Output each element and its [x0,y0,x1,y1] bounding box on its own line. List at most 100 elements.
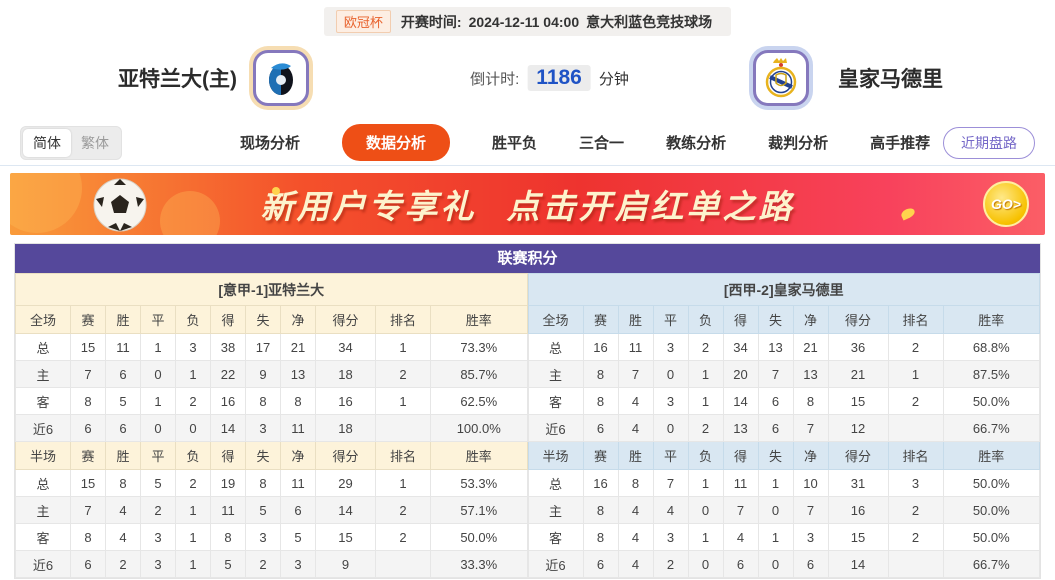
column-header: 负 [687,305,724,334]
nav-tab[interactable]: 三合一 [579,135,625,152]
stat-cell: 3 [140,523,176,551]
nav-tab[interactable]: 高手推荐 [870,135,931,152]
nav-tab[interactable]: 现场分析 [240,135,301,152]
countdown-value: 1186 [527,65,591,91]
column-header: 得分 [315,441,376,470]
column-header: 胜率 [430,441,528,470]
column-header: 得分 [827,305,889,334]
lang-toggle: 简体 繁体 [20,125,122,160]
column-header: 排名 [887,441,944,470]
stat-cell: 2 [887,333,944,361]
home-team-logo [253,50,309,106]
stat-cell: 8 [582,360,619,388]
stat-cell: 8 [792,387,829,415]
stat-cell: 4 [652,496,689,524]
kickoff-label: 开赛时间: [400,13,462,30]
stat-cell: 6 [280,496,316,524]
column-header: 平 [140,441,176,470]
column-header: 胜 [617,305,654,334]
stat-cell: 8 [280,387,316,415]
table-row: 客 8 4 3 1 8 3 5 15 2 50.0% [15,523,528,551]
lang-option[interactable]: 繁体 [81,134,109,151]
stat-cell [375,550,431,578]
lang-option[interactable]: 简体 [23,128,71,157]
go-button[interactable]: GO> [983,181,1029,227]
column-header: 胜 [617,441,654,470]
row-label: 近6 [527,414,584,442]
stat-cell: 0 [757,550,794,578]
stat-cell: 1 [140,387,176,415]
stat-cell: 9 [245,360,281,388]
stat-cell: 22 [210,360,246,388]
column-header: 赛 [582,441,619,470]
scope-label: 半场 [527,441,584,470]
stat-cell: 73.3% [430,333,528,361]
stat-cell: 7 [70,496,106,524]
row-label: 客 [527,387,584,415]
stat-cell: 0 [175,414,211,442]
stat-cell: 3 [792,523,829,551]
stat-cell: 6 [70,414,106,442]
table-row: 主 7 4 2 1 11 5 6 14 2 57.1% [15,496,528,524]
stat-cell: 15 [70,469,106,497]
stat-cell: 66.7% [942,550,1040,578]
stat-cell: 8 [245,387,281,415]
row-label: 总 [527,333,584,361]
stat-cell: 17 [245,333,281,361]
stat-cell: 1 [757,523,794,551]
column-header: 净 [280,441,316,470]
nav-tab[interactable]: 胜平负 [492,135,538,152]
nav-tab[interactable]: 数据分析 [342,124,451,161]
stat-cell: 33.3% [430,550,528,578]
stat-cell: 15 [827,523,889,551]
stat-cell: 100.0% [430,414,528,442]
column-header: 胜 [105,441,141,470]
stat-cell: 14 [827,550,889,578]
promo-banner[interactable]: 新用户专享礼 点击开启红单之路 GO> [10,173,1045,235]
stat-cell: 87.5% [942,360,1040,388]
stat-cell: 8 [582,523,619,551]
stat-cell: 11 [722,469,759,497]
column-header: 负 [687,441,724,470]
column-header: 负 [175,441,211,470]
stat-cell: 19 [210,469,246,497]
kickoff-time: 2024-12-11 04:00 [468,13,580,30]
league-badge[interactable]: 欧冠杯 [335,10,391,33]
row-label: 主 [527,496,584,524]
nav-tab[interactable]: 裁判分析 [768,135,829,152]
stat-cell: 2 [687,333,724,361]
stat-cell: 5 [105,387,141,415]
stat-cell: 2 [687,414,724,442]
nav-tab[interactable]: 教练分析 [666,135,727,152]
stat-cell: 34 [315,333,376,361]
table-row: 近6 6 4 2 0 6 0 6 14 66.7% [527,550,1040,578]
stat-cell: 3 [245,414,281,442]
stat-cell: 1 [375,469,431,497]
table-row: 主 8 7 0 1 20 7 13 21 1 87.5% [527,360,1040,388]
stat-cell: 7 [757,360,794,388]
stat-cell: 10 [792,469,829,497]
team-section-header: [意甲-1]亚特兰大 [15,273,528,306]
stat-cell: 50.0% [430,523,528,551]
stat-cell: 1 [687,387,724,415]
stat-cell: 14 [315,496,376,524]
row-label: 主 [15,360,71,388]
stat-cell: 8 [617,469,654,497]
kickoff-info: 开赛时间: 2024-12-11 04:00 意大利蓝色竞技球场 [401,12,719,32]
table-row: 总 16 8 7 1 11 1 10 31 3 50.0% [527,469,1040,497]
row-label: 总 [527,469,584,497]
stat-cell: 3 [652,333,689,361]
column-header: 平 [652,305,689,334]
stat-cell: 8 [70,387,106,415]
recent-odds-button[interactable]: 近期盘路 [943,126,1035,159]
stat-cell: 7 [70,360,106,388]
stat-cell: 14 [210,414,246,442]
column-header: 胜 [105,305,141,334]
venue: 意大利蓝色竞技球场 [586,13,713,30]
team-header: 亚特兰大(主) 倒计时: 1186 分钟 皇家马德里 [0,36,1055,120]
table-row: 总 15 11 1 3 38 17 21 34 1 73.3% [15,333,528,361]
column-header: 得 [722,441,759,470]
stat-cell: 6 [105,414,141,442]
stat-cell: 1 [140,333,176,361]
stat-cell: 18 [315,414,376,442]
